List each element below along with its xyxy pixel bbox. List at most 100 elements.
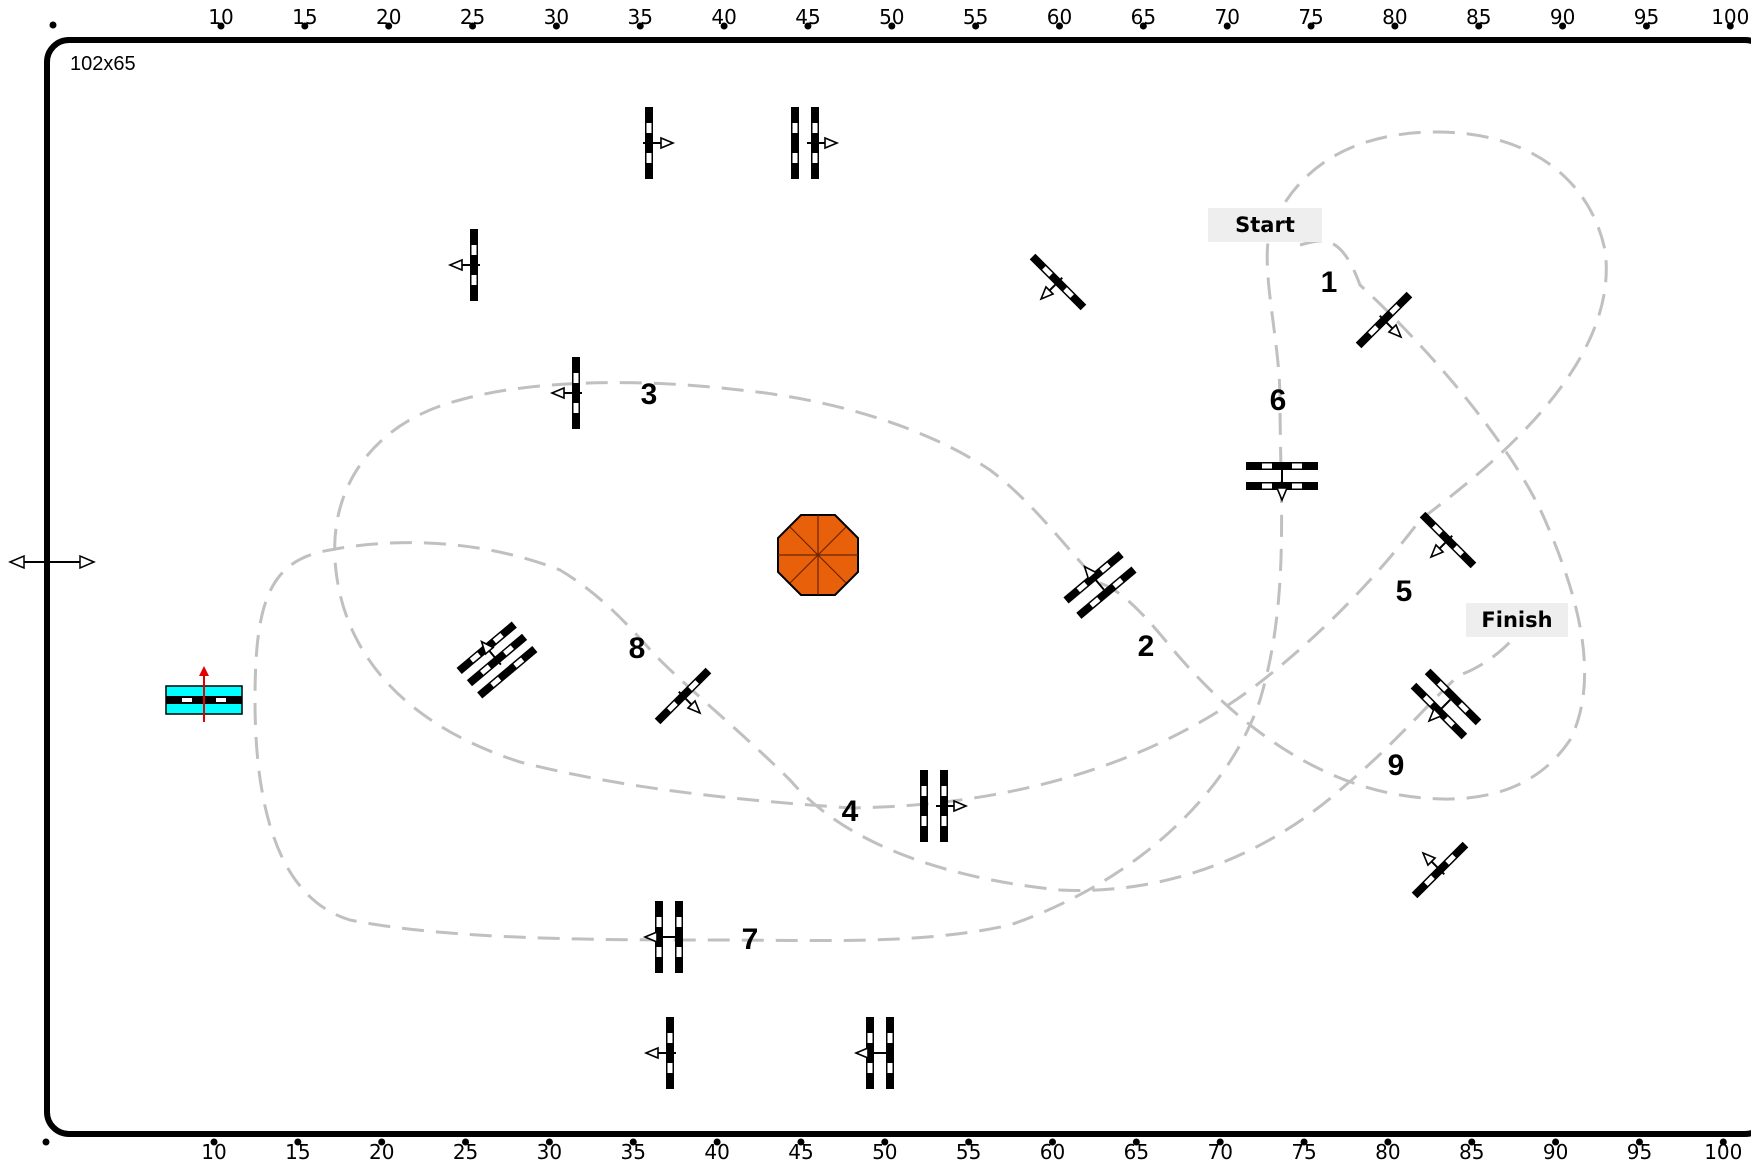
top-tick-mark (804, 22, 812, 30)
top-tick-label: 75 (1298, 5, 1323, 29)
top-tick-mark (1139, 22, 1147, 30)
top-tick-label: 85 (1466, 5, 1491, 29)
bottom-tick-mark (1384, 1138, 1392, 1146)
top-tick-label: 15 (292, 5, 317, 29)
bottom-tick-mark (1635, 1138, 1643, 1146)
bottom-tick-mark (378, 1138, 386, 1146)
bottom-tick-label: 60 (1040, 1140, 1065, 1164)
bottom-tick-mark (294, 1138, 302, 1146)
bottom-tick-mark (1132, 1138, 1140, 1146)
top-tick-label: 35 (628, 5, 653, 29)
bottom-tick-label: 45 (788, 1140, 813, 1164)
top-tick-mark (720, 22, 728, 30)
bottom-tick-mark (1216, 1138, 1224, 1146)
jump-pole-icon (642, 107, 674, 179)
jump-pole-icon (920, 770, 967, 842)
top-tick-mark (1559, 22, 1567, 30)
top-tick-label: 90 (1550, 5, 1575, 29)
bottom-tick-label: 25 (453, 1140, 478, 1164)
bottom-tick-label: 95 (1627, 1140, 1652, 1164)
top-tick-label: 50 (879, 5, 904, 29)
bottom-tick-label: 35 (621, 1140, 646, 1164)
jump-pole-icon (1419, 511, 1477, 569)
top-tick-mark (469, 22, 477, 30)
bottom-tick-mark (1300, 1138, 1308, 1146)
jump-pole-icon (654, 667, 712, 725)
top-tick-label: 10 (208, 5, 233, 29)
top-tick-mark (1391, 22, 1399, 30)
scale-top: 10 15 20 25 30 35 40 45 50 55 60 65 70 75 80 85 90 95 100 (208, 5, 1749, 30)
top-tick-mark (1475, 22, 1483, 30)
bottom-tick-mark (881, 1138, 889, 1146)
jump-pole-icon (1404, 669, 1482, 747)
jump-pole-icon (1411, 841, 1469, 899)
finish-box: Finish (1466, 603, 1568, 637)
top-tick-mark (217, 22, 225, 30)
obstacle-number-4: 4 (842, 795, 859, 828)
top-tick-mark (385, 22, 393, 30)
top-tick-mark (636, 22, 644, 30)
bottom-tick-mark (462, 1138, 470, 1146)
obstacle-number-6: 6 (1270, 384, 1287, 417)
top-tick-label: 100 (1711, 5, 1749, 29)
jump-pole-icon (449, 229, 481, 301)
top-tick-label: 60 (1047, 5, 1072, 29)
bottom-tick-mark (629, 1138, 637, 1146)
top-tick-label: 25 (460, 5, 485, 29)
jump-pole-icon (855, 1017, 894, 1089)
top-tick-label: 65 (1131, 5, 1156, 29)
bottom-tick-label: 75 (1291, 1140, 1316, 1164)
bottom-tick-label: 70 (1207, 1140, 1232, 1164)
bottom-tick-mark (1468, 1138, 1476, 1146)
top-tick-mark (1726, 22, 1734, 30)
bottom-tick-label: 15 (285, 1140, 310, 1164)
bottom-tick-mark (713, 1138, 721, 1146)
obstacle-number-9: 9 (1388, 749, 1405, 782)
obstacle-number-2: 2 (1138, 630, 1155, 663)
top-tick-mark (1307, 22, 1315, 30)
bottom-tick-label: 50 (872, 1140, 897, 1164)
bottom-tick-label: 20 (369, 1140, 394, 1164)
finish-label: Finish (1481, 608, 1552, 632)
start-box: Start (1208, 208, 1322, 242)
jump-pole-icon (1246, 462, 1318, 501)
jump-pole-icon (791, 107, 838, 179)
top-tick-label: 80 (1382, 5, 1407, 29)
bottom-tick-mark (545, 1138, 553, 1146)
start-label: Start (1235, 213, 1295, 237)
arena-border (44, 37, 1751, 1137)
octagon-hedge-icon (777, 514, 859, 596)
top-tick-mark (552, 22, 560, 30)
bottom-tick-mark (797, 1138, 805, 1146)
obstacle-number-3: 3 (641, 378, 658, 411)
jump-pole-icon (551, 357, 583, 429)
top-tick-label: 70 (1214, 5, 1239, 29)
top-tick-mark (1056, 22, 1063, 30)
bottom-tick-mark (965, 1138, 973, 1146)
top-tick-mark (1642, 22, 1650, 30)
bottom-tick-label: 90 (1543, 1140, 1568, 1164)
jump-pole-icon (1029, 253, 1087, 311)
top-tick-mark (1223, 22, 1231, 30)
jump-pole-icon (644, 901, 683, 973)
bottom-tick-label: 55 (956, 1140, 981, 1164)
obstacle-number-7: 7 (742, 923, 759, 956)
jump-pole-icon (1355, 291, 1413, 349)
jump-pole-icon (454, 618, 537, 698)
arena-size-label: 102x65 (70, 53, 136, 75)
bottom-tick-mark (1719, 1138, 1727, 1146)
bottom-tick-mark (1552, 1138, 1560, 1146)
bottom-tick-label: 80 (1375, 1140, 1400, 1164)
top-tick-label: 40 (711, 5, 736, 29)
scale-bottom: 10 15 20 25 30 35 40 45 50 55 60 65 70 75 80 85 90 95 100 (201, 1138, 1742, 1164)
bottom-tick-label: 65 (1124, 1140, 1149, 1164)
top-tick-label: 30 (544, 5, 569, 29)
top-tick-label: 20 (376, 5, 401, 29)
top-tick-mark (301, 22, 309, 30)
bottom-tick-mark (1049, 1138, 1056, 1146)
jump-pole-icon (645, 1017, 677, 1089)
bottom-tick-label: 100 (1704, 1140, 1742, 1164)
bottom-tick-label: 85 (1459, 1140, 1484, 1164)
jump-pole-icon (1057, 543, 1137, 618)
